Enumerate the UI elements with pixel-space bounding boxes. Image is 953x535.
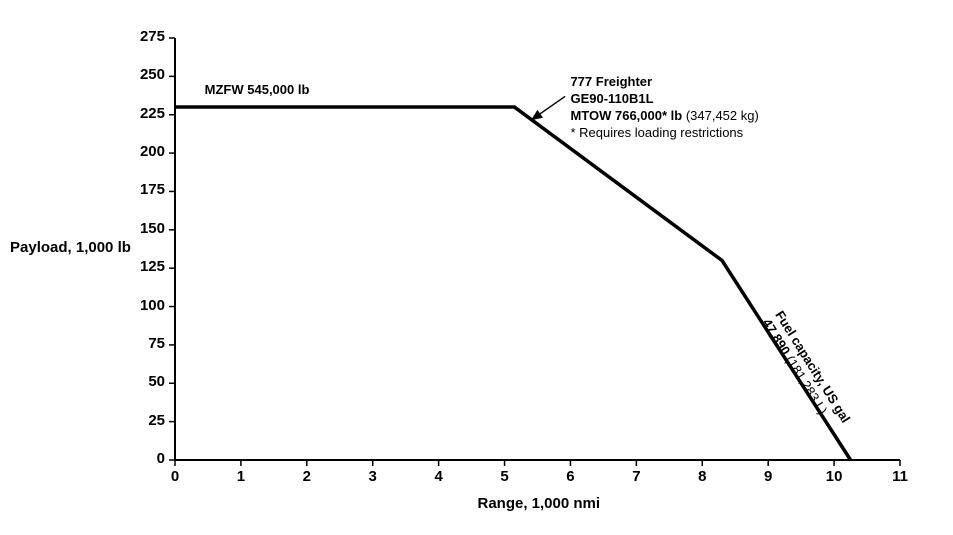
y-axis-label: Payload, 1,000 lb [10,239,131,256]
x-tick-label: 2 [292,468,322,485]
x-tick-label: 1 [226,468,256,485]
y-tick-label: 25 [148,412,165,429]
freighter-note: * Requires loading restrictions [570,125,743,140]
freighter-arrow [532,96,565,119]
x-tick-label: 6 [555,468,585,485]
freighter-mtow-bold: MTOW 766,000* lb [570,108,685,123]
freighter-engine: GE90-110B1L [570,91,653,106]
freighter-mtow-plain: (347,452 kg) [686,108,759,123]
y-tick-label: 125 [140,258,165,275]
y-tick-label: 75 [148,335,165,352]
annotation-freighter: 777 Freighter GE90-110B1L MTOW 766,000* … [570,73,758,141]
x-tick-label: 4 [424,468,454,485]
x-tick-label: 3 [358,468,388,485]
freighter-name: 777 Freighter [570,74,652,89]
y-tick-label: 0 [157,450,165,467]
y-tick-label: 250 [140,66,165,83]
y-tick-label: 200 [140,143,165,160]
x-tick-label: 7 [621,468,651,485]
x-axis-label: Range, 1,000 nmi [478,495,601,512]
x-tick-label: 9 [753,468,783,485]
x-tick-label: 8 [687,468,717,485]
y-tick-label: 175 [140,181,165,198]
annotation-freighter-line4: * Requires loading restrictions [570,124,758,141]
payload-range-chart: Payload, 1,000 lb Range, 1,000 nmi MZFW … [0,0,953,535]
y-tick-label: 100 [140,297,165,314]
x-tick-label: 5 [490,468,520,485]
y-tick-label: 50 [148,373,165,390]
payload-range-line [175,107,851,460]
y-tick-label: 275 [140,28,165,45]
y-tick-label: 225 [140,105,165,122]
x-tick-label: 0 [160,468,190,485]
annotation-freighter-line3: MTOW 766,000* lb (347,452 kg) [570,107,758,124]
annotation-freighter-line1: 777 Freighter [570,73,758,90]
x-tick-label: 10 [819,468,849,485]
annotation-freighter-line2: GE90-110B1L [570,90,758,107]
x-tick-label: 11 [885,468,915,485]
y-tick-label: 150 [140,220,165,237]
annotation-mzfw: MZFW 545,000 lb [205,82,310,97]
